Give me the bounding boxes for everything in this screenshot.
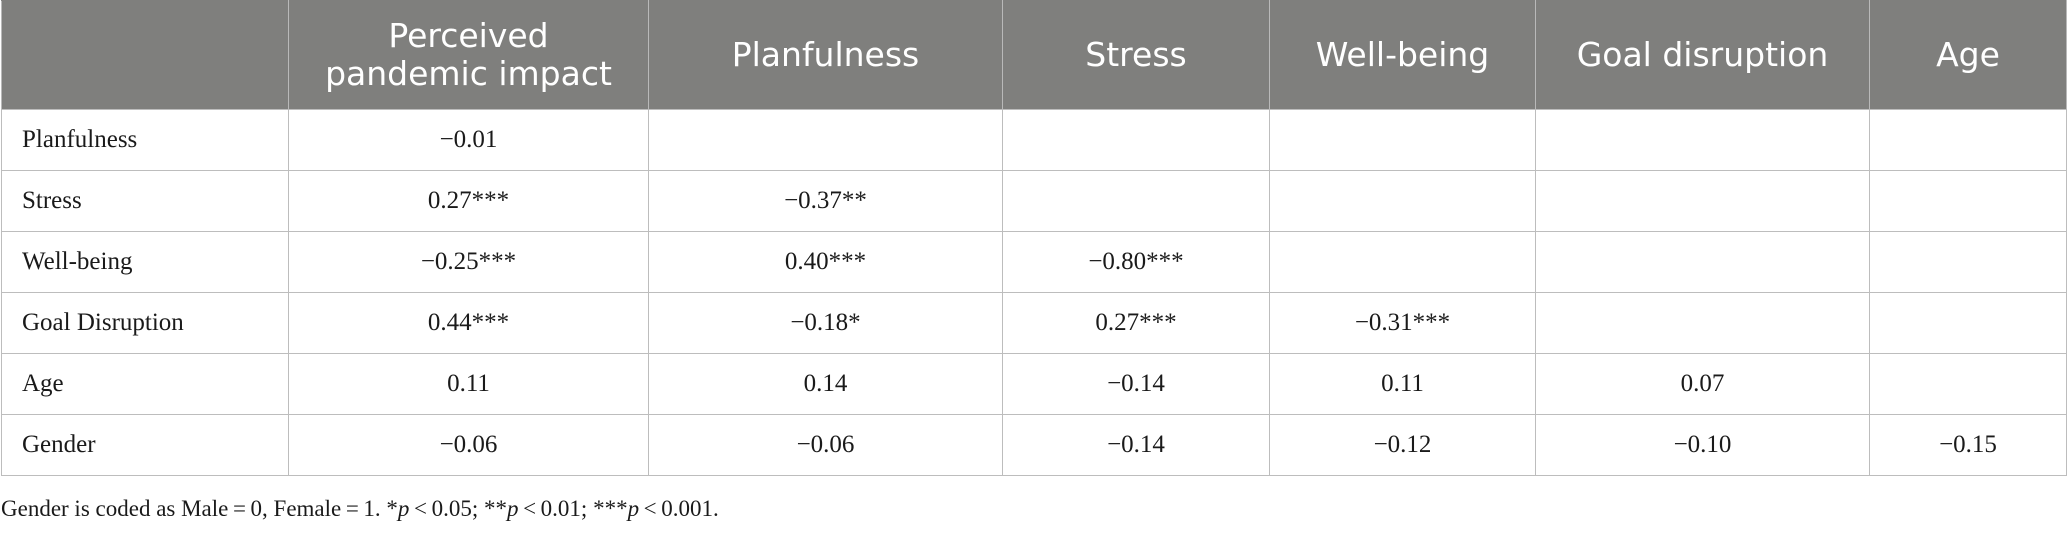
table-row: Gender −0.06 −0.06 −0.14 −0.12 −0.10 −0.… bbox=[1, 414, 2067, 476]
row-label: Gender bbox=[1, 414, 289, 476]
table-cell: −0.37** bbox=[648, 170, 1003, 232]
table-cell bbox=[1869, 231, 2067, 293]
table-cell: −0.14 bbox=[1002, 414, 1270, 476]
table-cell bbox=[1269, 109, 1536, 171]
table-cell: 0.11 bbox=[288, 353, 649, 415]
row-label: Planfulness bbox=[1, 109, 289, 171]
table-cell bbox=[1269, 231, 1536, 293]
table-row: Stress 0.27*** −0.37** bbox=[1, 170, 2067, 232]
table-cell bbox=[1535, 109, 1870, 171]
footnote-text-3: < 0.01; *** bbox=[518, 496, 628, 521]
row-label: Goal Disruption bbox=[1, 292, 289, 354]
table-cell bbox=[1869, 170, 2067, 232]
table-cell bbox=[1869, 292, 2067, 354]
table-cell: 0.44*** bbox=[288, 292, 649, 354]
table-cell: −0.06 bbox=[648, 414, 1003, 476]
table-cell: 0.27*** bbox=[288, 170, 649, 232]
table-cell: −0.14 bbox=[1002, 353, 1270, 415]
table-row: Age 0.11 0.14 −0.14 0.11 0.07 bbox=[1, 353, 2067, 415]
footnote-p-symbol-1: p bbox=[397, 496, 410, 521]
table-cell: −0.18* bbox=[648, 292, 1003, 354]
header-cell-goal-disruption: Goal disruption bbox=[1535, 0, 1870, 110]
table-cell: 0.07 bbox=[1535, 353, 1870, 415]
header-cell-perceived-pandemic-impact: Perceived pandemic impact bbox=[288, 0, 649, 110]
row-label: Well-being bbox=[1, 231, 289, 293]
footnote-text-4: < 0.001. bbox=[639, 496, 719, 521]
table-cell: 0.40*** bbox=[648, 231, 1003, 293]
row-label: Stress bbox=[1, 170, 289, 232]
table-cell: −0.25*** bbox=[288, 231, 649, 293]
table-cell: −0.10 bbox=[1535, 414, 1870, 476]
header-cell-well-being: Well-being bbox=[1269, 0, 1536, 110]
header-cell-planfulness: Planfulness bbox=[648, 0, 1003, 110]
table-cell bbox=[1535, 292, 1870, 354]
table-cell bbox=[1535, 231, 1870, 293]
table-cell bbox=[1002, 109, 1270, 171]
correlation-table-container: Perceived pandemic impact Planfulness St… bbox=[1, 0, 2067, 476]
table-cell bbox=[648, 109, 1003, 171]
correlation-table: Perceived pandemic impact Planfulness St… bbox=[1, 0, 2067, 476]
header-row: Perceived pandemic impact Planfulness St… bbox=[1, 0, 2067, 110]
footnote-p-symbol-3: p bbox=[627, 496, 640, 521]
row-label: Age bbox=[1, 353, 289, 415]
table-cell bbox=[1869, 109, 2067, 171]
footnote-text-2: < 0.05; ** bbox=[409, 496, 507, 521]
table-cell: −0.31*** bbox=[1269, 292, 1536, 354]
table-cell: 0.14 bbox=[648, 353, 1003, 415]
table-cell bbox=[1002, 170, 1270, 232]
table-cell: −0.15 bbox=[1869, 414, 2067, 476]
table-cell bbox=[1535, 170, 1870, 232]
footnote-p-symbol-2: p bbox=[507, 496, 519, 521]
table-cell: −0.06 bbox=[288, 414, 649, 476]
table-cell bbox=[1869, 353, 2067, 415]
table-cell: 0.27*** bbox=[1002, 292, 1270, 354]
table-row: Well-being −0.25*** 0.40*** −0.80*** bbox=[1, 231, 2067, 293]
table-footnote: Gender is coded as Male = 0, Female = 1.… bbox=[1, 496, 719, 522]
footnote-text-1: Gender is coded as Male = 0, Female = 1.… bbox=[1, 496, 398, 521]
table-cell: −0.80*** bbox=[1002, 231, 1270, 293]
table-cell: −0.01 bbox=[288, 109, 649, 171]
table-cell: 0.11 bbox=[1269, 353, 1536, 415]
table-row: Goal Disruption 0.44*** −0.18* 0.27*** −… bbox=[1, 292, 2067, 354]
header-cell-stress: Stress bbox=[1002, 0, 1270, 110]
table-row: Planfulness −0.01 bbox=[1, 109, 2067, 171]
table-cell bbox=[1269, 170, 1536, 232]
header-cell-corner bbox=[1, 0, 289, 110]
table-cell: −0.12 bbox=[1269, 414, 1536, 476]
header-cell-age: Age bbox=[1869, 0, 2067, 110]
